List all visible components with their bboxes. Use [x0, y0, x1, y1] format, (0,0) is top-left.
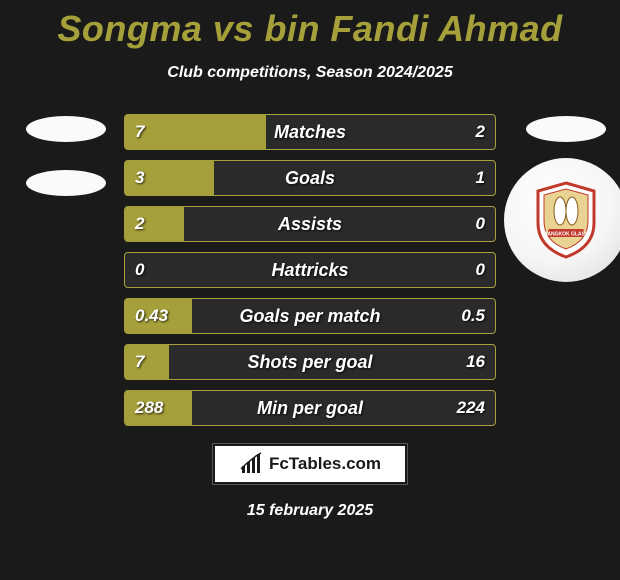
- footer-brand: FcTables.com: [213, 444, 407, 484]
- placeholder-ellipse-icon: [26, 170, 106, 196]
- stat-label: Goals: [125, 168, 495, 189]
- page-title: Songma vs bin Fandi Ahmad: [0, 0, 620, 50]
- stat-row: 0Hattricks0: [124, 252, 496, 288]
- stats-rows: 7Matches23Goals12Assists00Hattricks00.43…: [124, 114, 496, 426]
- stat-row: 7Shots per goal16: [124, 344, 496, 380]
- stat-label: Shots per goal: [125, 352, 495, 373]
- placeholder-ellipse-icon: [526, 116, 606, 142]
- footer-brand-text: FcTables.com: [269, 454, 381, 474]
- stat-value-right: 224: [457, 398, 485, 418]
- svg-text:BANGKOK GLASS: BANGKOK GLASS: [544, 232, 589, 238]
- stat-value-right: 1: [476, 168, 485, 188]
- date-label: 15 february 2025: [0, 502, 620, 520]
- stat-row: 288Min per goal224: [124, 390, 496, 426]
- club-crest-icon: BANGKOK GLASS: [534, 181, 598, 259]
- stat-value-right: 0.5: [461, 306, 485, 326]
- stat-label: Matches: [125, 122, 495, 143]
- subtitle: Club competitions, Season 2024/2025: [0, 64, 620, 82]
- stat-row: 2Assists0: [124, 206, 496, 242]
- stat-row: 7Matches2: [124, 114, 496, 150]
- stat-row: 0.43Goals per match0.5: [124, 298, 496, 334]
- stat-label: Min per goal: [125, 398, 495, 419]
- stat-value-right: 0: [476, 260, 485, 280]
- stat-row: 3Goals1: [124, 160, 496, 196]
- stat-label: Hattricks: [125, 260, 495, 281]
- stat-label: Assists: [125, 214, 495, 235]
- player-1-badge-bottom: [4, 158, 128, 208]
- stat-label: Goals per match: [125, 306, 495, 327]
- player-2-badge-top: [504, 104, 620, 154]
- chart-logo-icon: [239, 452, 263, 476]
- stat-value-right: 16: [466, 352, 485, 372]
- stat-value-right: 0: [476, 214, 485, 234]
- placeholder-ellipse-icon: [26, 116, 106, 142]
- player-1-badge-top: [4, 104, 128, 154]
- player-2-club-crest: BANGKOK GLASS: [504, 158, 620, 282]
- stat-value-right: 2: [476, 122, 485, 142]
- stats-area: BANGKOK GLASS 7Matches23Goals12Assists00…: [0, 114, 620, 426]
